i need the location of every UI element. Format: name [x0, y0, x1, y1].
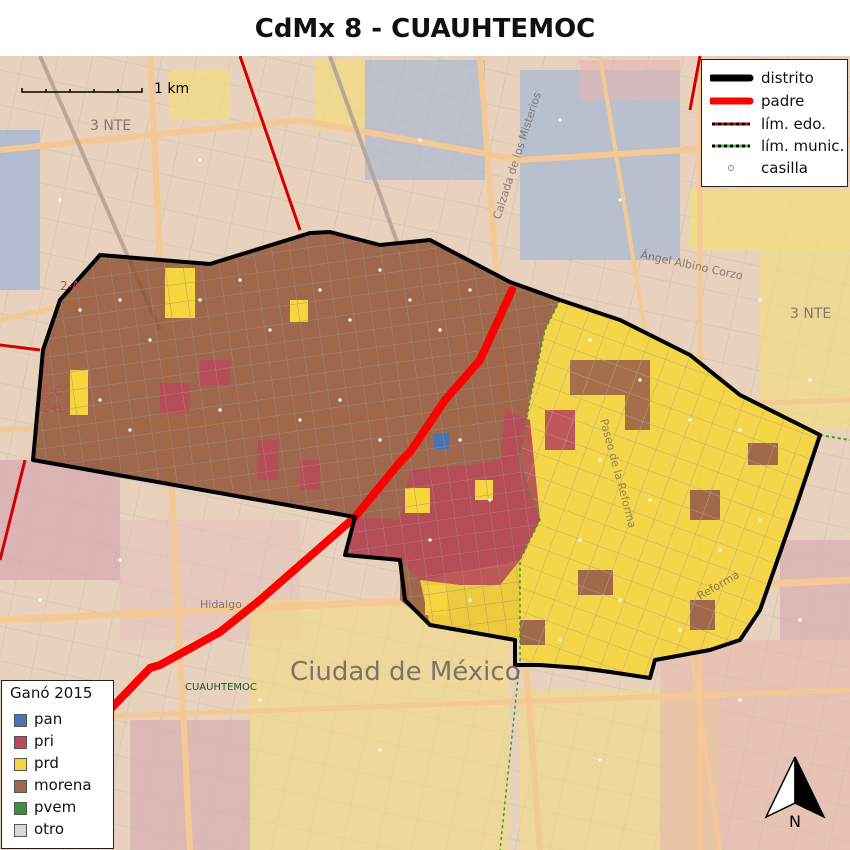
- legend-item-pri: pri: [12, 731, 107, 751]
- state-limit-lines: [0, 56, 702, 561]
- legend-item-pan: pan: [12, 709, 107, 729]
- legend-item-morena: morena: [12, 775, 107, 795]
- line-legend: distrito padre lím. edo. lím. munic. cas…: [701, 59, 848, 187]
- zone-north-label: 3 NTE: [90, 118, 131, 134]
- street-label-hidalgo: Hidalgo: [200, 598, 242, 611]
- fill-legend-title: Ganó 2015: [10, 684, 93, 702]
- distrito-boundary: [31, 230, 822, 680]
- legend-item-prd: prd: [12, 753, 107, 773]
- scale-bar: 1 km: [21, 81, 189, 97]
- municipal-limit-lines: [499, 299, 850, 850]
- legend-row-lim-edo: lím. edo.: [712, 115, 826, 133]
- zone-east-label: 3 NTE: [790, 306, 831, 322]
- legend-row-casilla: casilla: [710, 158, 845, 178]
- casilla-points: [38, 118, 812, 762]
- city-label: Ciudad de México: [290, 657, 521, 687]
- north-label: N: [789, 812, 801, 830]
- map-canvas[interactable]: Ciudad de México CUAUHTEMOC 3 NTE 3 NTE …: [0, 56, 850, 850]
- fill-legend: Ganó 2015 pan pri prd morena pvem otro: [1, 680, 114, 849]
- map-title: CdMx 8 - CUAUHTEMOC: [0, 0, 850, 56]
- padre-boundary: [96, 286, 516, 724]
- legend-item-pvem: pvem: [12, 797, 107, 817]
- north-arrow-icon: N: [764, 756, 826, 830]
- legend-item-otro: otro: [12, 819, 107, 839]
- scale-bar-label: 1 km: [154, 81, 189, 97]
- district-code-2a: 2-A: [60, 279, 81, 293]
- municipality-label: CUAUHTEMOC: [185, 682, 257, 693]
- district-polygons: [33, 232, 820, 678]
- district-code-2c: 2-C: [42, 384, 62, 398]
- legend-row-distrito: distrito: [710, 69, 814, 87]
- legend-row-padre: padre: [710, 92, 805, 110]
- legend-row-lim-munic: lím. munic.: [712, 137, 845, 155]
- district-code-2b: 2-B: [42, 401, 62, 415]
